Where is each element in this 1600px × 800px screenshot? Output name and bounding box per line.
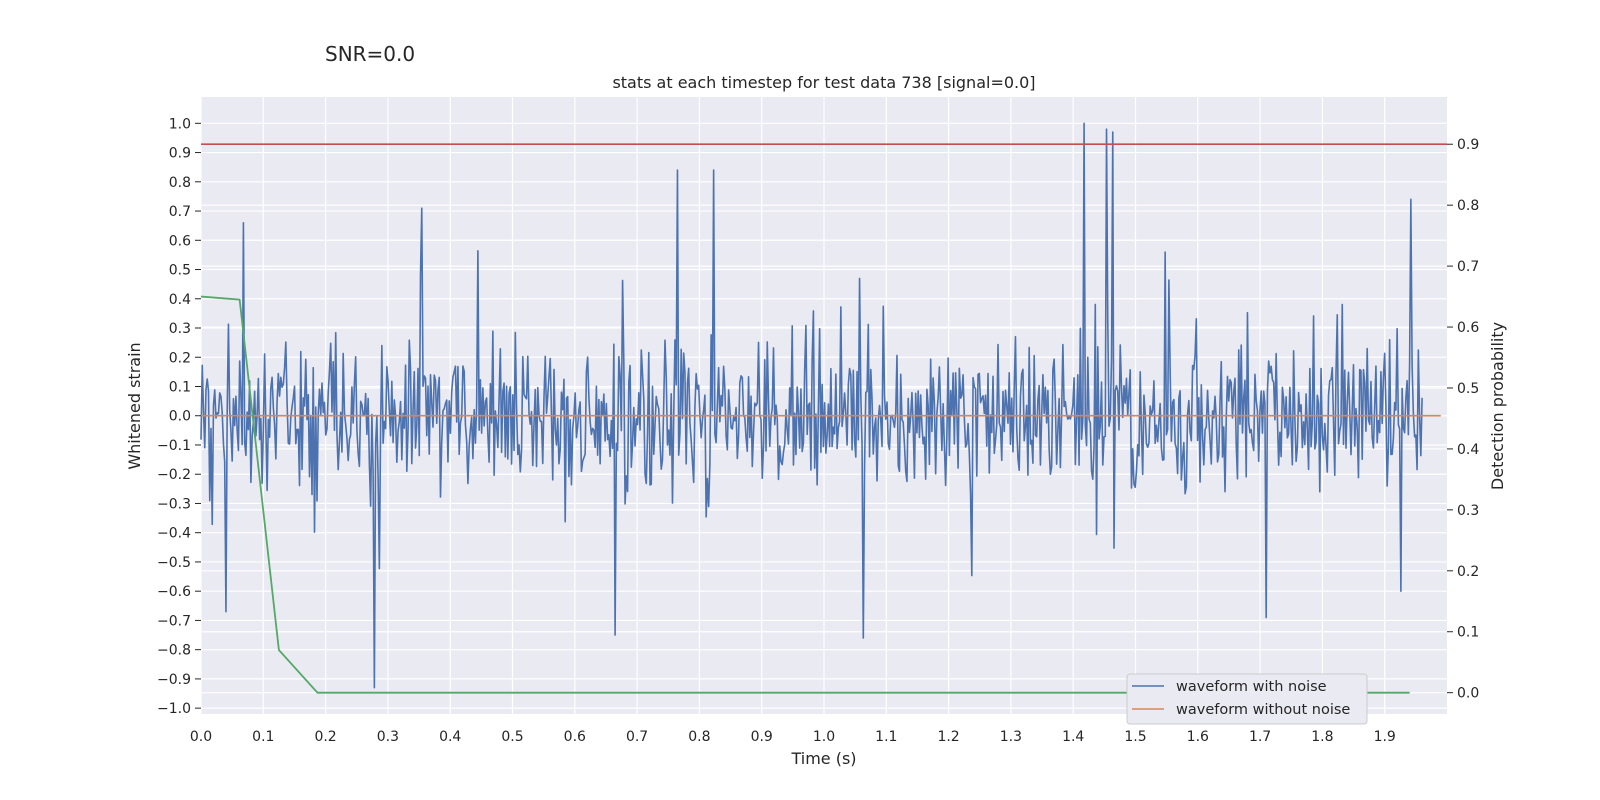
legend-box xyxy=(1126,673,1368,725)
x-tick-label: 1.3 xyxy=(1000,729,1022,745)
y2-tick-label: 0.3 xyxy=(1457,503,1479,519)
x-tick-label: 1.9 xyxy=(1374,729,1396,745)
y-tick-label: −0.8 xyxy=(157,643,191,659)
y-tick-label: 0.1 xyxy=(169,379,191,395)
x-axis: 0.0 0.1 0.2 0.3 0.4 0.5 0.6 0.7 0.8 0.9 1.0 1.1 1.2 1… xyxy=(190,729,1396,745)
x-axis-label: Time (s) xyxy=(790,749,856,768)
x-tick-label: 0.0 xyxy=(190,729,212,745)
y-tick-label: −1.0 xyxy=(157,701,191,717)
x-tick-label: 0.1 xyxy=(252,729,274,745)
plot-area xyxy=(200,97,1447,714)
legend-label-without-noise: waveform without noise xyxy=(1176,702,1350,718)
y2-tick-label: 0.4 xyxy=(1457,442,1479,458)
x-tick-label: 1.1 xyxy=(875,729,897,745)
y2-tick-label: 0.7 xyxy=(1457,259,1479,275)
y2-tick-label: 0.9 xyxy=(1457,137,1479,153)
y2-tick-label: 0.0 xyxy=(1457,686,1479,702)
y2-tick-label: 0.8 xyxy=(1457,198,1479,214)
y-tick-label: 0.3 xyxy=(169,321,191,337)
y2-tick-label: 0.1 xyxy=(1457,625,1479,641)
legend-label-with-noise: waveform with noise xyxy=(1176,679,1327,695)
y-tick-label: 0.8 xyxy=(169,175,191,191)
y-tick-label: −0.6 xyxy=(157,584,191,600)
y-tick-label: 1.0 xyxy=(169,116,191,132)
y2-tick-label: 0.2 xyxy=(1457,564,1479,580)
x-tick-label: 1.8 xyxy=(1311,729,1333,745)
x-tick-label: 1.2 xyxy=(937,729,959,745)
left-y-axis: 1.0 0.9 0.8 0.7 0.6 0.5 0.4 0.3 0.2 0.1 0.0 −0.1 −0.… xyxy=(157,116,201,717)
x-tick-label: 0.5 xyxy=(501,729,523,745)
y-tick-label: 0.9 xyxy=(169,146,191,162)
chart-title: stats at each timestep for test data 738… xyxy=(612,73,1035,92)
y-tick-label: 0.4 xyxy=(169,292,191,308)
x-tick-label: 0.6 xyxy=(564,729,586,745)
x-tick-label: 0.2 xyxy=(314,729,336,745)
series-layer xyxy=(200,122,1447,694)
y-tick-label: −0.4 xyxy=(157,526,191,542)
grid xyxy=(200,97,1447,714)
legend: waveform with noise waveform without noi… xyxy=(1126,673,1368,725)
x-tick-label: 0.3 xyxy=(377,729,399,745)
x-tick-label: 1.5 xyxy=(1124,729,1146,745)
y-tick-label: −0.1 xyxy=(157,438,191,454)
y-tick-label: 0.2 xyxy=(169,350,191,366)
y-tick-label: −0.9 xyxy=(157,672,191,688)
y2-axis-label: Detection probability xyxy=(1488,322,1507,490)
y-tick-label: 0.0 xyxy=(169,409,191,425)
y2-tick-label: 0.6 xyxy=(1457,320,1479,336)
y-tick-label: 0.7 xyxy=(169,204,191,220)
x-tick-label: 1.6 xyxy=(1187,729,1209,745)
x-tick-label: 1.7 xyxy=(1249,729,1271,745)
x-tick-label: 1.4 xyxy=(1062,729,1084,745)
y2-tick-label: 0.5 xyxy=(1457,381,1479,397)
x-tick-label: 1.0 xyxy=(813,729,835,745)
x-tick-label: 0.7 xyxy=(626,729,648,745)
x-tick-label: 0.4 xyxy=(439,729,461,745)
y-tick-label: 0.5 xyxy=(169,263,191,279)
y-axis-label: Whitened strain xyxy=(125,342,144,469)
snr-suptitle: SNR=0.0 xyxy=(325,42,415,66)
y-tick-label: −0.7 xyxy=(157,613,191,629)
y-tick-label: −0.5 xyxy=(157,555,191,571)
detection-probability-line xyxy=(200,295,1410,694)
y-tick-label: −0.2 xyxy=(157,467,191,483)
right-y-axis: 0.9 0.8 0.7 0.6 0.5 0.4 0.3 0.2 0.1 0.0 xyxy=(1447,137,1479,702)
x-tick-label: 0.8 xyxy=(688,729,710,745)
x-tick-label: 0.9 xyxy=(751,729,773,745)
y-tick-label: 0.6 xyxy=(169,233,191,249)
y-tick-label: −0.3 xyxy=(157,496,191,512)
